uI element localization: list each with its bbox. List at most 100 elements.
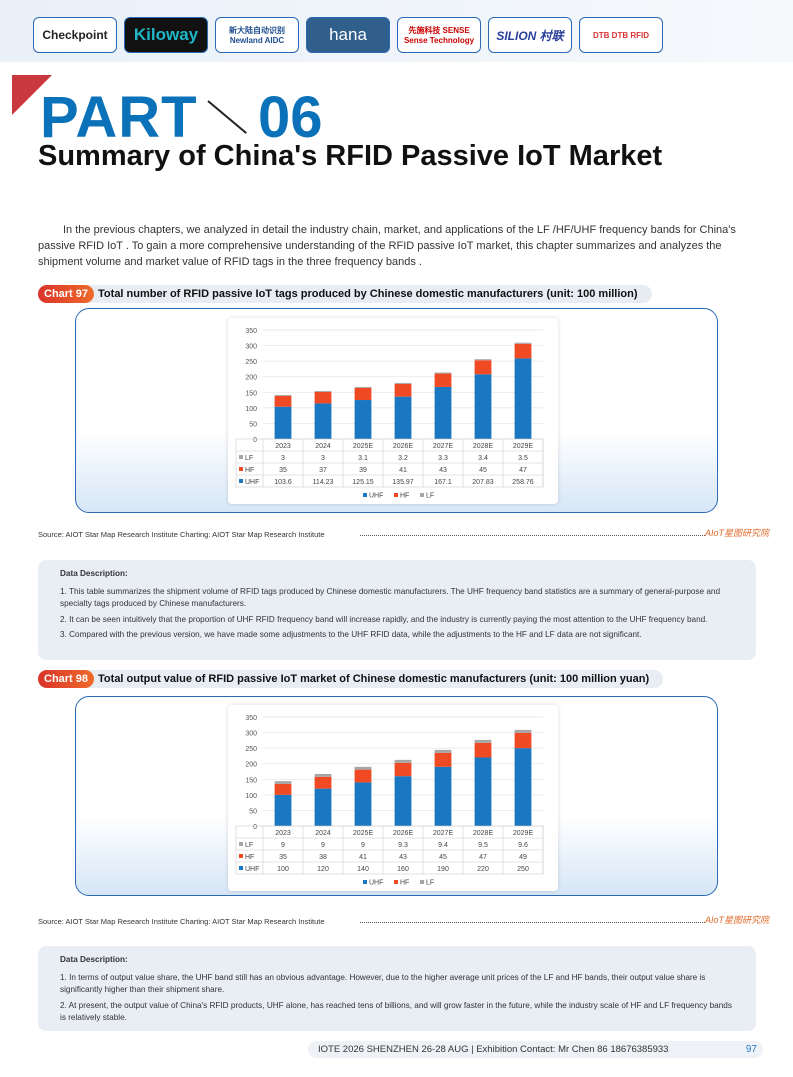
row-label-lf: LF <box>245 842 253 849</box>
bar-lf <box>514 342 532 344</box>
chart97-title: Total number of RFID passive IoT tags pr… <box>98 288 638 300</box>
bar-uhf <box>474 757 492 826</box>
data-label-uhf: 114.23 <box>313 479 334 486</box>
y-tick-label: 350 <box>245 328 257 335</box>
data-label-uhf: 167.1 <box>434 479 452 486</box>
chart97-header: Chart 97 Total number of RFID passive IoT… <box>38 285 652 303</box>
chart97-frame: 0 50 100 150 200 250 300 350 2023 2024 2025E 2026E 2… <box>75 308 718 513</box>
bar-uhf <box>514 358 532 439</box>
bar-lf <box>474 359 492 361</box>
x-category-label: 2024 <box>315 443 331 450</box>
data-description-2: Data Description: 1. In terms of output … <box>38 946 756 1031</box>
data-label-hf: 35 <box>279 467 287 474</box>
chart97-source: Source: AIOT Star Map Research Institute… <box>38 530 325 539</box>
data-label-lf: 3.1 <box>358 455 368 462</box>
x-category-label: 2029E <box>513 443 534 450</box>
chart97-svg: 0 50 100 150 200 250 300 350 2023 2024 2025E 2026E 2… <box>235 328 544 500</box>
logo-newland: 新大陆自动识别 Newland AIDC <box>215 17 299 53</box>
x-category-label: 2025E <box>353 443 374 450</box>
data-label-uhf: 190 <box>437 866 449 873</box>
x-category-label: 2023 <box>275 830 291 837</box>
data-label-uhf: 207.83 <box>472 479 494 486</box>
bar-uhf <box>314 788 332 826</box>
x-category-label: 2026E <box>393 443 414 450</box>
bar-hf <box>274 395 292 407</box>
bar-lf <box>434 749 452 753</box>
logo-sense: 先施科技 SENSE Sense Technology <box>397 17 481 53</box>
y-tick-label: 150 <box>245 390 257 397</box>
row-label-lf: LF <box>245 455 253 462</box>
x-category-label: 2027E <box>433 443 454 450</box>
data-label-hf: 39 <box>359 467 367 474</box>
bar-hf <box>474 742 492 758</box>
bar-uhf <box>354 400 372 439</box>
y-tick-label: 150 <box>245 777 257 784</box>
data-label-lf: 9.4 <box>438 842 448 849</box>
logo-checkpoint: Checkpoint <box>33 17 117 53</box>
legend-swatch-uhf <box>363 880 367 884</box>
chart98-header: Chart 98 Total output value of RFID passi… <box>38 670 664 688</box>
y-tick-label: 200 <box>245 762 257 769</box>
bar-lf <box>394 759 412 763</box>
bar-lf <box>474 739 492 743</box>
bar-lf <box>354 386 372 388</box>
bar-hf <box>514 343 532 359</box>
data-label-lf: 9.5 <box>478 842 488 849</box>
y-tick-label: 50 <box>249 808 257 815</box>
bar-hf <box>474 360 492 375</box>
bar-uhf <box>314 403 332 439</box>
y-tick-label: 350 <box>245 715 257 722</box>
legend-swatch-uhf <box>363 493 367 497</box>
bar-uhf <box>434 766 452 826</box>
logo-silion: SILION 村联 <box>488 17 572 53</box>
bar-hf <box>354 769 372 783</box>
legend-swatch-lf <box>239 842 243 846</box>
bar-hf <box>394 383 412 397</box>
x-category-label: 2025E <box>353 830 374 837</box>
footer-contact: IOTE 2026 SHENZHEN 26-28 AUG | Exhibitio… <box>318 1044 669 1055</box>
bar-uhf <box>394 396 412 439</box>
footer-bar: IOTE 2026 SHENZHEN 26-28 AUG | Exhibitio… <box>308 1041 763 1058</box>
bar-lf <box>274 781 292 784</box>
chart98-panel: 0 50 100 150 200 250 300 350 2023 2024 2025E 2026E 2… <box>228 705 558 891</box>
legend-label-lf: LF <box>426 880 434 887</box>
data-label-uhf: 258.76 <box>512 479 534 486</box>
legend-label-hf: HF <box>400 493 409 500</box>
part-label: PART <box>40 85 198 150</box>
legend-swatch-hf <box>394 880 398 884</box>
data-label-hf: 49 <box>519 854 527 861</box>
legend-label-hf: HF <box>400 880 409 887</box>
logo-kiloway: Kiloway <box>124 17 208 53</box>
legend-swatch-lf <box>420 880 424 884</box>
y-tick-label: 50 <box>249 421 257 428</box>
slash-divider <box>207 100 247 134</box>
y-tick-label: 100 <box>245 793 257 800</box>
bar-hf <box>434 373 452 387</box>
desc2-heading: Data Description: <box>60 955 128 964</box>
chart97-panel: 0 50 100 150 200 250 300 350 2023 2024 2025E 2026E 2… <box>228 318 558 504</box>
bar-uhf <box>474 374 492 439</box>
y-tick-label: 300 <box>245 344 257 351</box>
data-description-1: Data Description: 1. This table summariz… <box>38 560 756 660</box>
legend-swatch-uhf <box>239 866 243 870</box>
legend-swatch-hf <box>394 493 398 497</box>
bar-lf <box>354 766 372 770</box>
page-title: Summary of China's RFID Passive IoT Mark… <box>38 140 663 172</box>
chart98-source: Source: AIOT Star Map Research Institute… <box>38 917 325 926</box>
aiot-watermark-logo: AIoT星图研究院 <box>705 528 770 538</box>
data-label-lf: 9 <box>321 842 325 849</box>
legend-swatch-lf <box>239 455 243 459</box>
legend-swatch-uhf <box>239 479 243 483</box>
part-number: 06 <box>258 85 323 150</box>
bar-hf <box>394 762 412 777</box>
bar-lf <box>514 729 532 733</box>
bar-uhf <box>274 406 292 439</box>
data-label-hf: 45 <box>439 854 447 861</box>
desc1-item: 3. Compared with the previous version, w… <box>60 630 642 639</box>
legend-swatch-lf <box>420 493 424 497</box>
data-label-lf: 9 <box>281 842 285 849</box>
bar-lf <box>434 372 452 374</box>
bar-lf <box>314 390 332 392</box>
chart98-title: Total output value of RFID passive IoT m… <box>98 673 650 685</box>
bar-uhf <box>434 386 452 439</box>
